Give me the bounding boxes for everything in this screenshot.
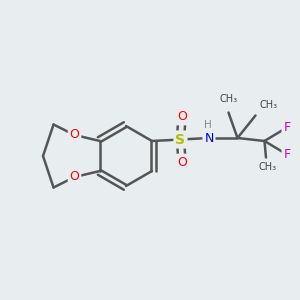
Text: CH₃: CH₃ [258,162,277,172]
Text: O: O [177,155,187,169]
Text: CH₃: CH₃ [260,100,278,110]
Text: N: N [204,131,214,145]
Text: S: S [176,133,185,146]
Text: O: O [70,170,80,184]
Text: O: O [70,128,80,142]
Text: CH₃: CH₃ [219,94,238,103]
Text: O: O [177,110,187,124]
Text: F: F [284,121,290,134]
Text: H: H [204,120,212,130]
Text: F: F [284,148,290,161]
